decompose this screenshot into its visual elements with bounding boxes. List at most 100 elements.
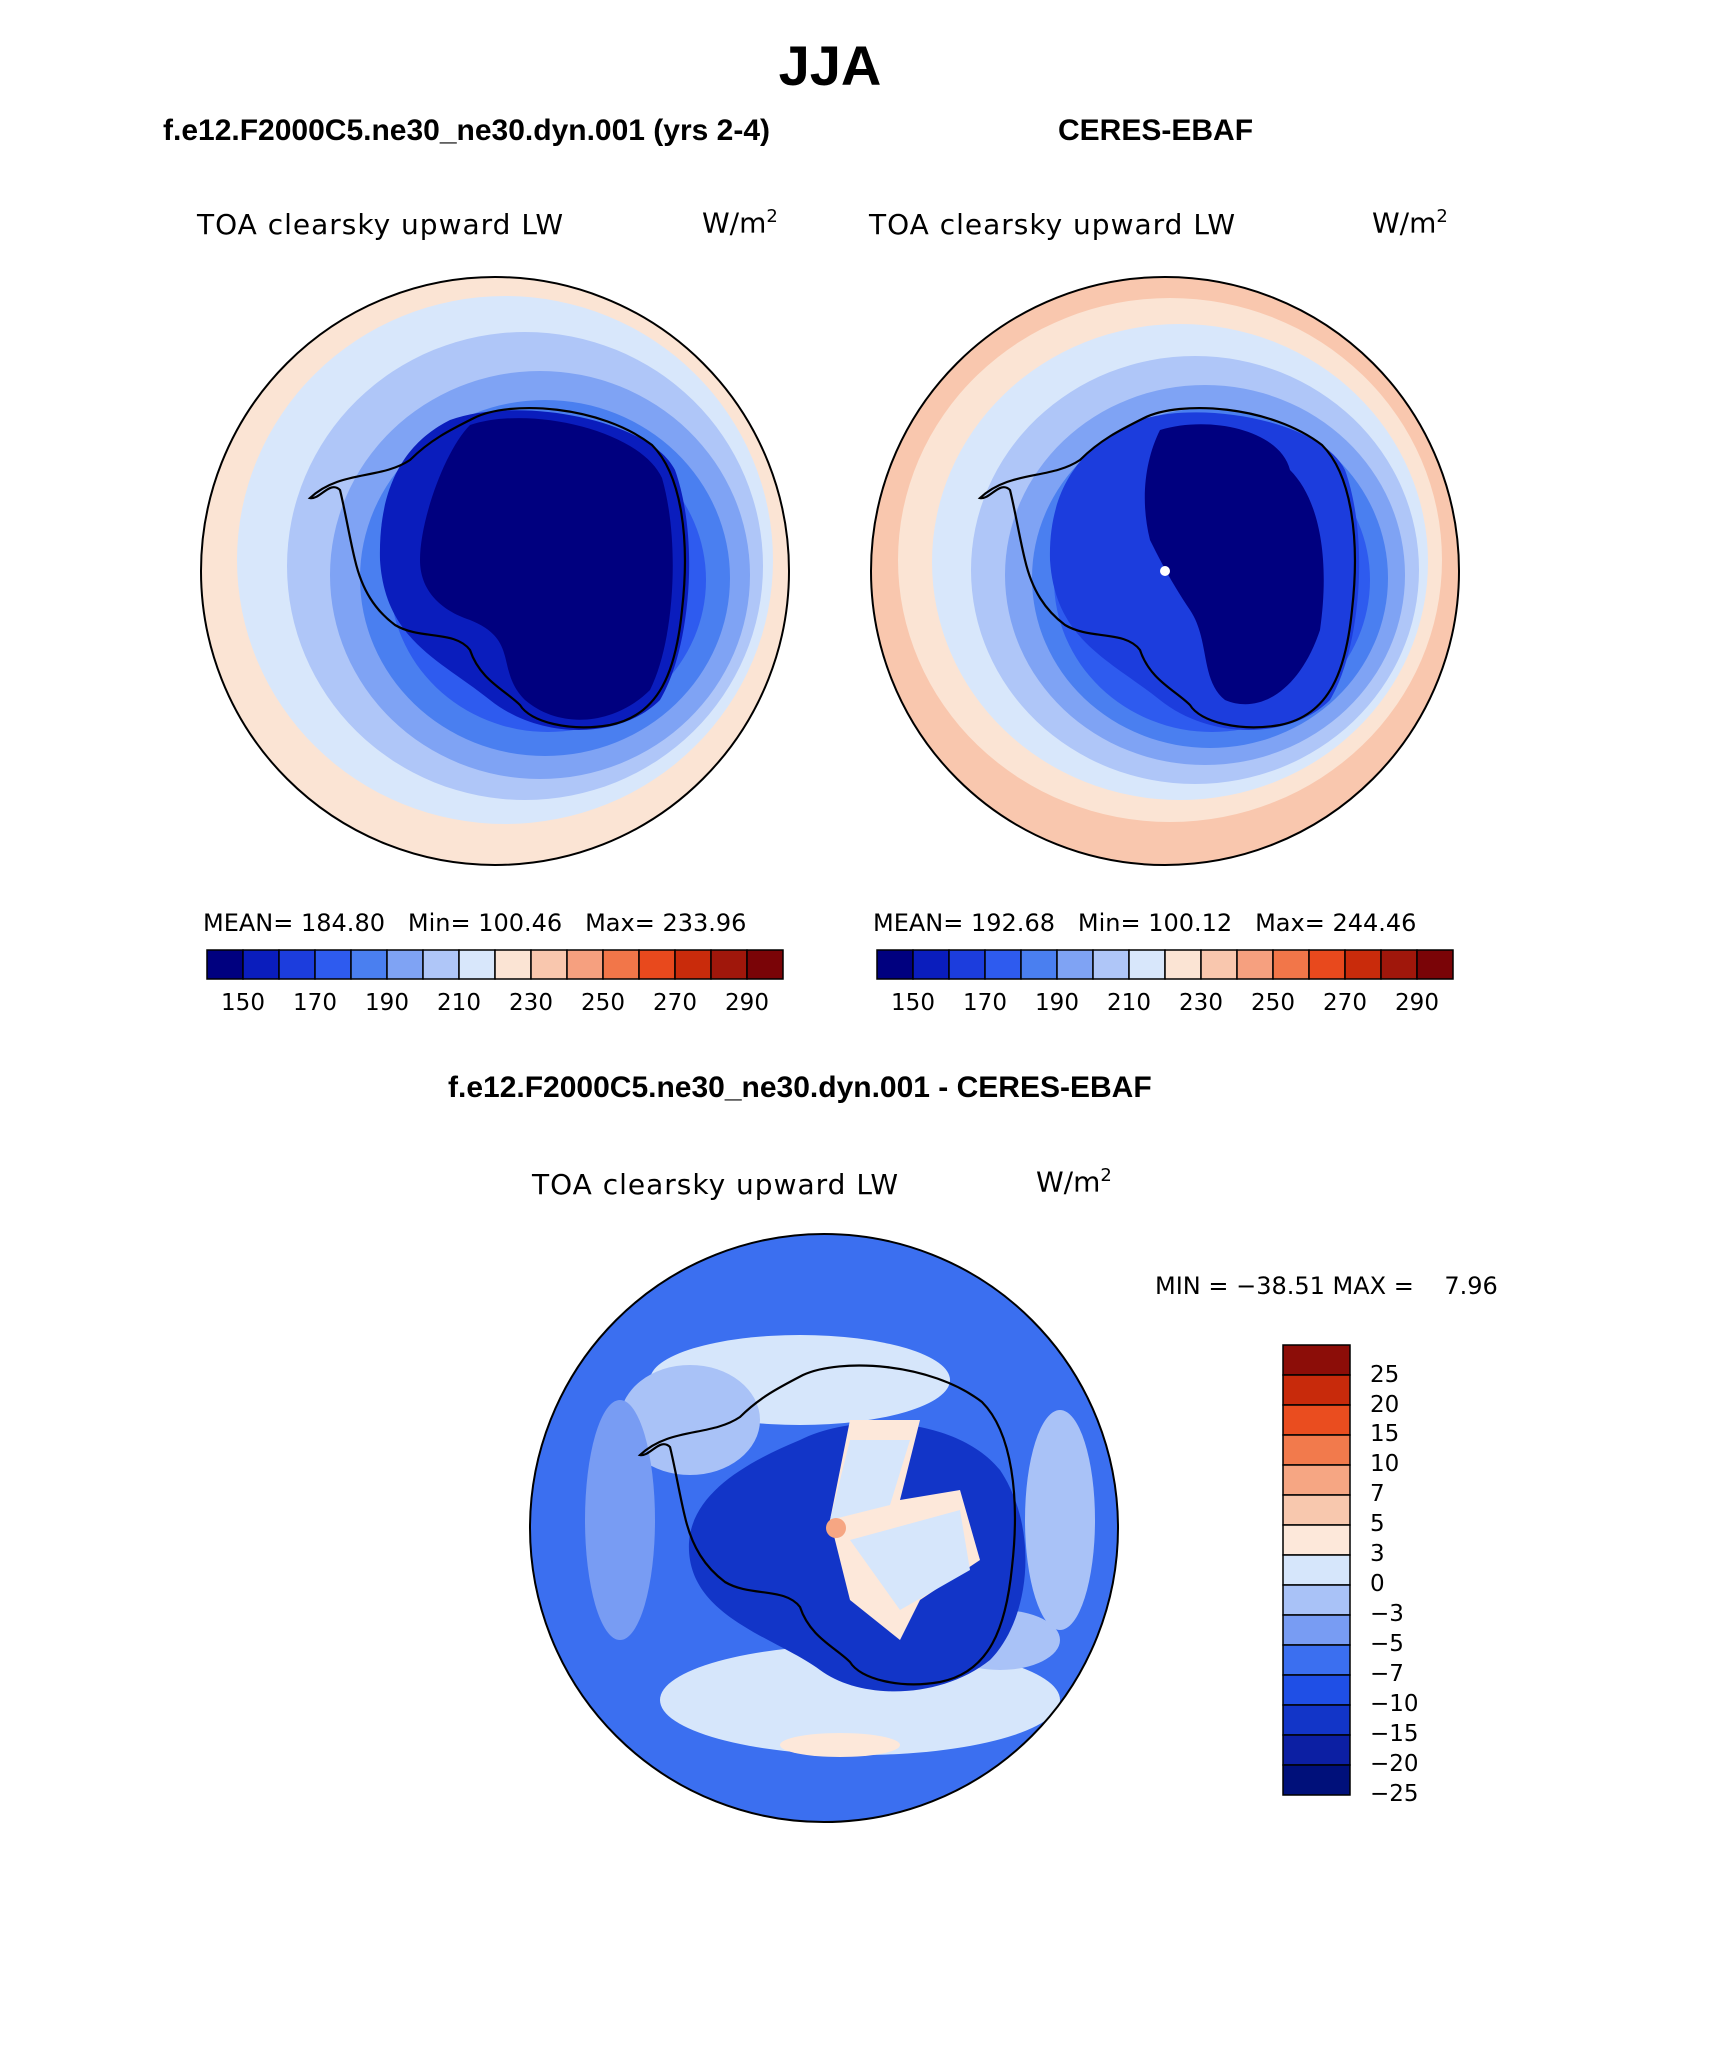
panel-1-colorbar-swatch [710,949,748,980]
panel-2-map-border [870,276,1460,866]
panel-1-header: f.e12.F2000C5.ne30_ne30.dyn.001 (yrs 2-4… [163,114,771,147]
panel-1-tick: 210 [437,990,481,1016]
panel-2-unit: W/m2 [1372,206,1448,240]
panel-1-colorbar-swatch [674,949,712,980]
panel-2-colorbar-swatch [948,949,986,980]
panel-2-colorbar-swatch [1272,949,1310,980]
diff-tick: 25 [1370,1362,1400,1388]
diff-header: f.e12.F2000C5.ne30_ne30.dyn.001 - CERES-… [448,1071,1152,1104]
panel-2-colorbar-swatch [1416,949,1454,980]
diff-tick: −20 [1370,1751,1419,1777]
panel-1-colorbar-swatch [278,949,316,980]
diff-tick: 20 [1370,1392,1400,1418]
panel-1-tick: 190 [365,990,409,1016]
panel-1-tick: 170 [293,990,337,1016]
panel-2-tick: 170 [963,990,1007,1016]
panel-1-colorbar-swatch [350,949,388,980]
panel-2-tick: 230 [1179,990,1223,1016]
diff-colorbar-swatch [1282,1644,1351,1676]
diff-variable-label: TOA clearsky upward LW [532,1168,900,1201]
diff-tick: 15 [1370,1421,1400,1447]
panel-2-colorbar-swatch [1092,949,1130,980]
diff-tick: −5 [1370,1631,1404,1657]
diff-colorbar-swatch [1282,1434,1351,1466]
panel-2-colorbar-swatch [1056,949,1094,980]
diff-tick: −25 [1370,1781,1419,1807]
diff-colorbar-swatch [1282,1494,1351,1526]
panel-2-colorbar-swatch [1344,949,1382,980]
diff-colorbar [1282,1344,1351,1796]
panel-1-colorbar-swatch [602,949,640,980]
diff-colorbar-swatch [1282,1524,1351,1556]
panel-1-colorbar-swatch [422,949,460,980]
panel-2-colorbar-swatch [1308,949,1346,980]
diff-colorbar-swatch [1282,1404,1351,1436]
diff-tick: 5 [1370,1511,1385,1537]
panel-1-map-border [200,276,790,866]
diff-tick: −3 [1370,1601,1404,1627]
diff-colorbar-swatch [1282,1374,1351,1406]
panel-2-tick: 150 [891,990,935,1016]
panel-2-colorbar-swatch [912,949,950,980]
panel-1-colorbar-swatch [638,949,676,980]
panel-1-stats: MEAN= 184.80 Min= 100.46 Max= 233.96 [203,909,747,937]
panel-2-colorbar-swatch [984,949,1022,980]
panel-2-tick: 250 [1251,990,1295,1016]
panel-1-map [201,277,789,865]
panel-1-colorbar-swatch [746,949,784,980]
diff-tick: 0 [1370,1571,1385,1597]
diff-tick: 10 [1370,1451,1400,1477]
panel-1-unit: W/m2 [702,206,778,240]
panel-2-colorbar-swatch [1200,949,1238,980]
panel-2-colorbar-swatch [1128,949,1166,980]
panel-1-colorbar-swatch [494,949,532,980]
panel-2-colorbar-swatch [1236,949,1274,980]
figure-title: JJA [778,34,882,97]
diff-colorbar-swatch [1282,1554,1351,1586]
panel-2-tick: 270 [1323,990,1367,1016]
panel-2-pole-marker [1160,566,1170,576]
diff-tick: 7 [1370,1481,1385,1507]
panel-1-colorbar-swatch [566,949,604,980]
panel-2-tick: 190 [1035,990,1079,1016]
panel-1-variable-label: TOA clearsky upward LW [197,208,565,241]
diff-colorbar-swatch [1282,1674,1351,1706]
panel-1-colorbar-swatch [530,949,568,980]
diff-colorbar-swatch [1282,1584,1351,1616]
diff-tick: −10 [1370,1691,1419,1717]
panel-1-colorbar-swatch [206,949,244,980]
panel-2-colorbar [876,949,1454,980]
panel-2-tick: 210 [1107,990,1151,1016]
diff-colorbar-swatch [1282,1764,1351,1796]
panel-1-coastline [307,406,686,729]
diff-tick: 3 [1370,1541,1385,1567]
diff-colorbar-swatch [1282,1344,1351,1376]
panel-2-colorbar-swatch [1020,949,1058,980]
diff-map-border [529,1233,1119,1823]
panel-1-colorbar [206,949,784,980]
panel-1-tick: 290 [725,990,769,1016]
panel-1-colorbar-swatch [242,949,280,980]
diff-unit: W/m2 [1036,1165,1112,1199]
diff-minmax: MIN = −38.51 MAX = 7.96 [1155,1272,1498,1300]
panel-2-colorbar-swatch [1380,949,1418,980]
panel-2-colorbar-swatch [1164,949,1202,980]
panel-2-coastline [977,406,1356,729]
panel-2-stats: MEAN= 192.68 Min= 100.12 Max= 244.46 [873,909,1417,937]
panel-1-colorbar-swatch [386,949,424,980]
panel-1-colorbar-swatch [314,949,352,980]
panel-2-tick: 290 [1395,990,1439,1016]
diff-colorbar-swatch [1282,1464,1351,1496]
diff-tick: −7 [1370,1661,1404,1687]
panel-2-variable-label: TOA clearsky upward LW [869,208,1237,241]
panel-2-colorbar-swatch [876,949,914,980]
diff-coastline [637,1364,1016,1686]
panel-1-tick: 150 [221,990,265,1016]
diff-colorbar-swatch [1282,1704,1351,1736]
diff-colorbar-swatch [1282,1614,1351,1646]
panel-2-header: CERES-EBAF [1058,114,1254,147]
diff-colorbar-swatch [1282,1734,1351,1766]
panel-1-colorbar-swatch [458,949,496,980]
panel-1-tick: 270 [653,990,697,1016]
